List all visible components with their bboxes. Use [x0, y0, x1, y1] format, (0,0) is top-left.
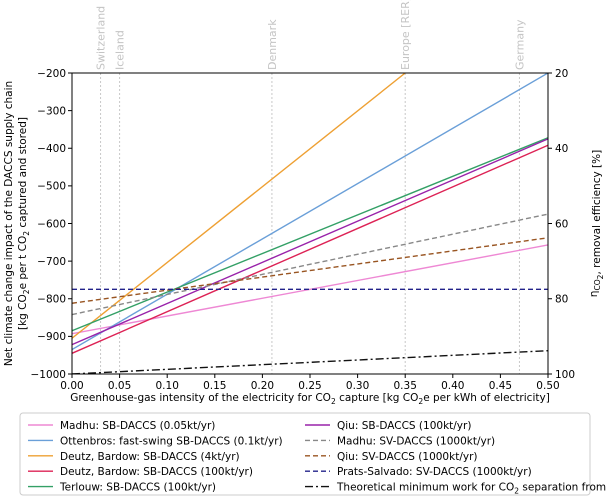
legend-label-6: Qiu: SB-DACCS (100kt/yr) — [337, 420, 471, 432]
country-label: Denmark — [266, 19, 279, 70]
series-line-3 — [72, 73, 406, 339]
y-axis-label: Net climate change impact of the DACCS s… — [3, 81, 31, 366]
y-tick-label: −900 — [37, 331, 66, 343]
legend-label-8: Qiu: SV-DACCS (1000kt/yr) — [337, 451, 477, 463]
legend-label-3: Deutz, Bardow: SB-DACCS (4kt/yr) — [60, 451, 240, 463]
x-tick-label: 0.30 — [346, 380, 369, 392]
y-tick-label: −300 — [37, 105, 66, 117]
x-tick-label: 0.15 — [203, 380, 226, 392]
x-tick-label: 0.35 — [394, 380, 417, 392]
y2-tick-label: 80 — [555, 294, 568, 306]
y-tick-label: −400 — [37, 143, 66, 155]
country-label: Europe [RER] — [399, 0, 412, 70]
y-tick-label: −1000 — [30, 369, 66, 381]
legend-label-5: Terlouw: SB-DACCS (100kt/yr) — [59, 482, 216, 494]
x-tick-label: 0.05 — [108, 380, 131, 392]
y2-tick-label: 20 — [555, 68, 568, 80]
y2-axis-label: ηCO2, removal efficiency [%] — [588, 150, 605, 297]
y-tick-label: −700 — [37, 256, 66, 268]
legend-label-10: Theoretical minimum work for CO2 separat… — [336, 482, 607, 496]
x-axis-label: Greenhouse-gas intensity of the electric… — [70, 392, 550, 406]
y2-tick-label: 60 — [555, 218, 568, 230]
x-tick-label: 0.00 — [60, 380, 83, 392]
legend-label-1: Madhu: SB-DACCS (0.05kt/yr) — [60, 420, 215, 432]
x-tick-label: 0.25 — [298, 380, 321, 392]
x-tick-label: 0.40 — [441, 380, 464, 392]
legend-box — [19, 412, 591, 496]
legend-label-9: Prats-Salvado: SV-DACCS (1000kt/yr) — [337, 466, 532, 478]
y2-tick-label: 40 — [555, 143, 568, 155]
y-axis-label-line-2: [kg CO2e per t CO2 captured and stored] — [17, 117, 31, 330]
series-line-10 — [72, 349, 548, 374]
series-line-4 — [72, 144, 548, 354]
y2-tick-label: 100 — [555, 369, 575, 381]
y2-axis-label-text: ηCO2, removal efficiency [%] — [588, 150, 605, 297]
x-tick-label: 0.50 — [536, 380, 559, 392]
plot-frame — [71, 72, 549, 375]
country-label: Switzerland — [95, 6, 108, 70]
legend-label-7: Madhu: SV-DACCS (1000kt/yr) — [337, 435, 495, 447]
series-line-5 — [72, 137, 548, 332]
x-tick-label: 0.10 — [156, 380, 179, 392]
country-label: Germany — [513, 19, 526, 70]
series-line-6 — [72, 138, 548, 346]
y-tick-label: −600 — [37, 218, 66, 230]
x-tick-label: 0.20 — [251, 380, 274, 392]
y-tick-label: −800 — [37, 294, 66, 306]
y-axis-label-line-1: Net climate change impact of the DACCS s… — [3, 81, 15, 366]
legend-label-4: Deutz, Bardow: SB-DACCS (100kt/yr) — [60, 466, 253, 478]
series-line-7 — [72, 213, 548, 316]
y-tick-label: −500 — [37, 181, 66, 193]
series-line-8 — [72, 237, 548, 304]
country-label: Iceland — [114, 30, 127, 70]
series-line-2 — [72, 73, 548, 351]
x-tick-label: 0.45 — [489, 380, 512, 392]
series-group — [72, 73, 548, 374]
y-tick-label: −200 — [37, 68, 66, 80]
legend-label-2: Ottenbros: fast-swing SB-DACCS (0.1kt/yr… — [60, 435, 283, 447]
